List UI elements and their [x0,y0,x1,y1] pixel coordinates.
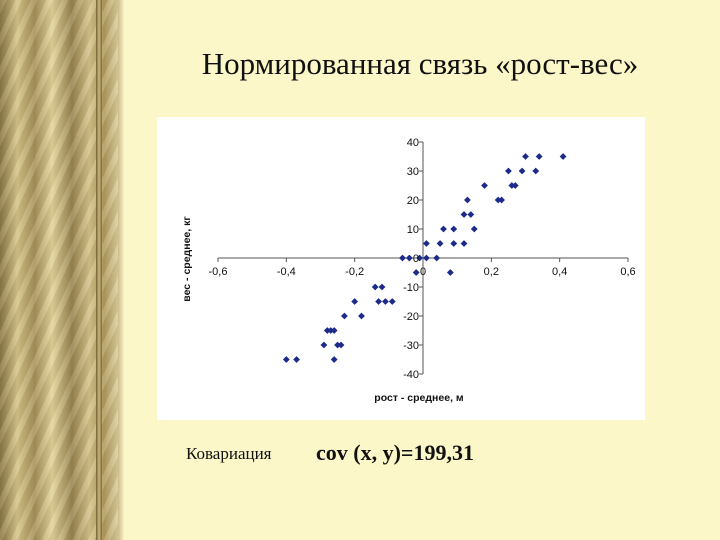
data-point [559,153,567,160]
data-point [460,240,468,247]
data-point [399,254,406,262]
data-point [467,211,475,218]
y-axis-title: вес - среднее, кг [181,216,193,302]
y-tick-label: -10 [403,282,419,294]
sidebar-stripe [96,0,102,540]
data-point [518,167,526,175]
data-point [498,196,505,204]
data-point [505,167,512,175]
covariance-value: cov (x, y)=199,31 [316,440,474,465]
data-point [464,196,471,204]
data-point [282,356,290,363]
data-point [433,254,441,262]
x-tick-label: 0 [420,266,426,278]
slide-title: Нормированная связь «рост-вес» [201,46,639,81]
data-point [334,341,341,349]
covariance-label: Ковариация [186,444,272,463]
y-tick-label: -20 [403,311,419,323]
data-point [375,298,382,305]
data-point [446,269,454,276]
data-point [423,240,430,247]
data-point [481,182,488,189]
data-point [508,182,516,189]
decorative-sidebar [0,0,124,540]
data-point [412,269,420,276]
x-tick-label: -0,2 [345,266,364,278]
data-point [378,283,386,291]
data-point [330,356,338,363]
y-tick-label: 30 [407,166,419,178]
x-tick-label: 0,4 [552,266,567,278]
sidebar-edge [118,0,124,540]
data-point [351,298,359,305]
x-tick-label: 0,6 [620,266,635,278]
data-point [423,254,430,262]
data-point [511,182,519,189]
chart-panel: -0,6 -0,4 -0,2 0 0,2 0,4 0,6 -40 -30 -20 -10 0 10 20 3… [157,117,645,420]
data-point [330,327,338,334]
data-point [293,356,300,363]
data-point [337,341,345,349]
data-point [532,167,540,175]
data-point [460,211,468,218]
y-tick-label: -40 [403,369,419,381]
x-tick-label: -0,4 [277,266,296,278]
x-axis-title: рост - среднее, м [374,392,464,404]
data-point [440,225,447,233]
data-point [436,240,444,247]
data-point [323,327,331,334]
y-tick-label: -30 [403,340,419,352]
scatter-chart: -0,6 -0,4 -0,2 0 0,2 0,4 0,6-40-30-20-10010203… [181,137,636,404]
data-point [382,298,389,305]
data-point [341,312,348,320]
x-tick-label: -0,6 [209,266,228,278]
data-point [450,225,458,233]
data-point [535,153,543,160]
y-tick-label: 0 [413,253,419,265]
data-point [388,298,396,305]
data-point [371,283,379,291]
y-tick-label: 20 [407,195,419,207]
data-point [405,254,413,262]
x-tick-label: 0,2 [484,266,499,278]
data-point [450,240,458,247]
y-tick-label: 10 [407,224,419,236]
data-point [358,312,365,320]
data-point [320,341,328,349]
data-point [494,196,502,204]
data-point [470,225,478,233]
data-point [522,153,529,160]
y-tick-label: 40 [407,137,419,149]
